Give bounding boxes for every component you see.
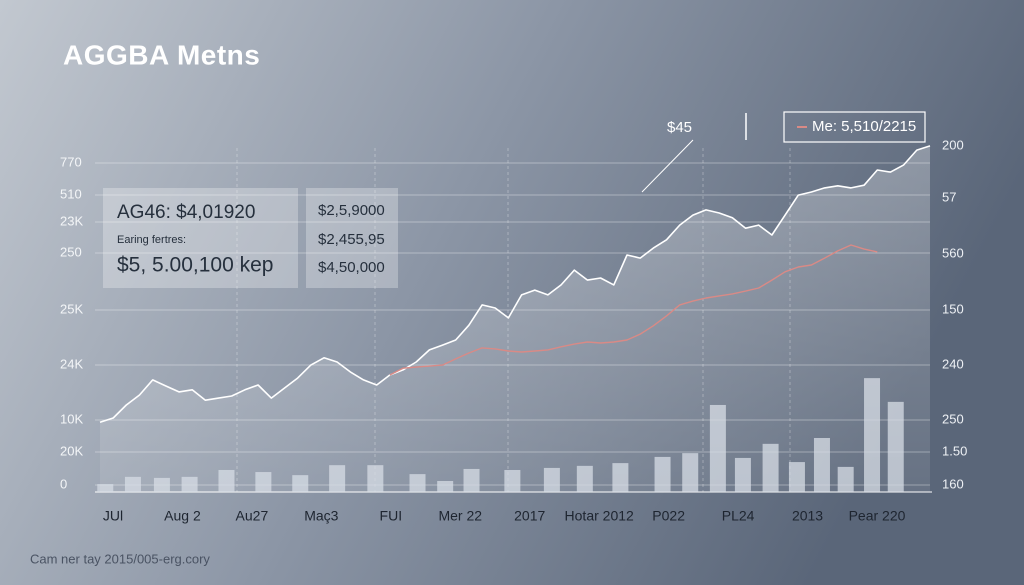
y-tick-label: 24K	[60, 356, 83, 371]
y2-tick-label: 150	[942, 301, 964, 316]
chart-title: AGGBA Metns	[63, 39, 260, 70]
info-box	[103, 188, 298, 288]
y2-tick-label: 560	[942, 245, 964, 260]
line	[99, 145, 931, 423]
y-tick-label: 25K	[60, 301, 83, 316]
y-tick-label: 0	[60, 476, 67, 491]
side-box	[306, 188, 398, 288]
y-tick-label: 23K	[60, 213, 83, 228]
y2-tick-label: 160	[942, 476, 964, 491]
side-value: $4,50,000	[318, 259, 385, 276]
legend: Me: 5,510/2215	[783, 111, 926, 143]
y2-tick-label: 250	[942, 411, 964, 426]
y-tick-label: 510	[60, 186, 82, 201]
x-tick-label: 2017	[514, 508, 545, 524]
y2-tick-label: 1.50	[942, 443, 967, 458]
info-total: $5, 5.00,100 kep	[117, 254, 273, 277]
info-caption: Earing fertres:	[117, 234, 186, 246]
area-fill	[100, 145, 930, 492]
y-tick-label: 770	[60, 154, 82, 169]
y-tick-label: 20K	[60, 443, 83, 458]
annotation-pointer	[641, 139, 694, 193]
footer: Cam ner tay 2015/005-erg.cory	[30, 551, 210, 566]
y-tick-label: 10K	[60, 411, 83, 426]
x-tick-label: 2013	[792, 508, 823, 524]
x-tick-label: Hotar 2012	[565, 508, 634, 524]
x-tick-label: Aug 2	[164, 508, 201, 524]
legend-label: Me: 5,510/2215	[812, 118, 916, 135]
x-tick-label: Pear 220	[849, 508, 906, 524]
x-tick-label: Maç3	[304, 508, 338, 524]
info-headline: AG46: $4,01920	[117, 202, 255, 223]
y-tick-label: 250	[60, 244, 82, 259]
line	[389, 244, 878, 376]
x-tick-label: PL24	[722, 508, 755, 524]
x-tick-label: FUI	[380, 508, 403, 524]
side-value: $2,5,9000	[318, 202, 385, 219]
plot	[97, 145, 931, 492]
x-tick-label: P022	[652, 508, 685, 524]
y2-tick-label: 200	[942, 137, 964, 152]
x-tick-label: Au27	[236, 508, 269, 524]
x-tick-label: JUl	[103, 508, 123, 524]
y2-tick-label: 240	[942, 356, 964, 371]
y2-tick-label: 57	[942, 189, 956, 204]
annotation: $45	[667, 119, 692, 136]
x-tick-label: Mer 22	[438, 508, 482, 524]
side-value: $2,455,95	[318, 231, 385, 248]
legend-box	[783, 111, 926, 143]
